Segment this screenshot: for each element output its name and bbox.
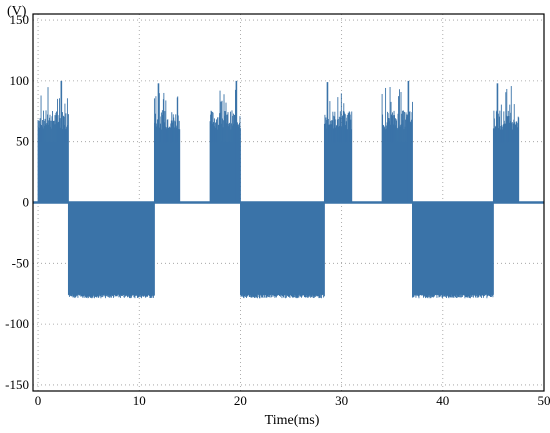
x-tick-label: 20 xyxy=(234,393,247,408)
y-tick-label: -100 xyxy=(5,316,29,331)
y-tick-label: 150 xyxy=(10,12,30,27)
y-tick-label: -50 xyxy=(12,255,29,270)
pulse-segment xyxy=(323,93,353,203)
y-tick-labels: 150 100 50 0 -50 -100 -150 xyxy=(5,12,29,392)
pulse-segment xyxy=(67,202,155,299)
y-tick-label: -150 xyxy=(5,377,29,392)
pulse-segment xyxy=(381,86,413,203)
pulse-segment xyxy=(37,87,69,203)
y-tick-label: 100 xyxy=(10,73,30,88)
x-tick-labels: 0 10 20 30 40 50 xyxy=(35,393,550,408)
x-tick-label: 50 xyxy=(538,393,550,408)
y-tick-label: 0 xyxy=(23,195,30,210)
x-tick-label: 10 xyxy=(133,393,146,408)
x-axis-title: Time(ms) xyxy=(265,413,320,428)
pulse-segment xyxy=(239,202,325,299)
y-unit-label: (V) xyxy=(7,4,27,19)
x-tick-label: 0 xyxy=(35,393,42,408)
pulse-segment xyxy=(209,89,241,203)
plot-frame xyxy=(32,13,545,392)
y-tick-label: 50 xyxy=(16,134,29,149)
x-tick-label: 40 xyxy=(436,393,449,408)
signal-series xyxy=(33,80,544,299)
x-tick-label: 30 xyxy=(335,393,348,408)
pulse-segment xyxy=(412,202,494,299)
